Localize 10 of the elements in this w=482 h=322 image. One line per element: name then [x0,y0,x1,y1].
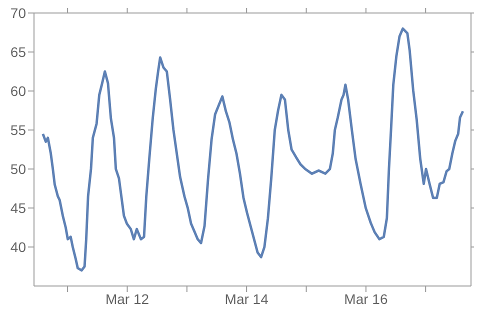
y-tick-label: 60 [10,82,26,99]
y-tick-label: 50 [10,160,26,177]
x-tick-label: Mar 14 [224,290,269,307]
y-tick-label: 45 [10,200,26,216]
y-tick-label: 70 [10,4,26,21]
y-tick-label: 40 [10,238,26,255]
x-tick-label: Mar 16 [344,290,388,307]
x-tick-label: Mar 12 [105,290,150,307]
y-tick-label: 55 [10,122,26,138]
y-tick-label: 65 [10,44,26,60]
